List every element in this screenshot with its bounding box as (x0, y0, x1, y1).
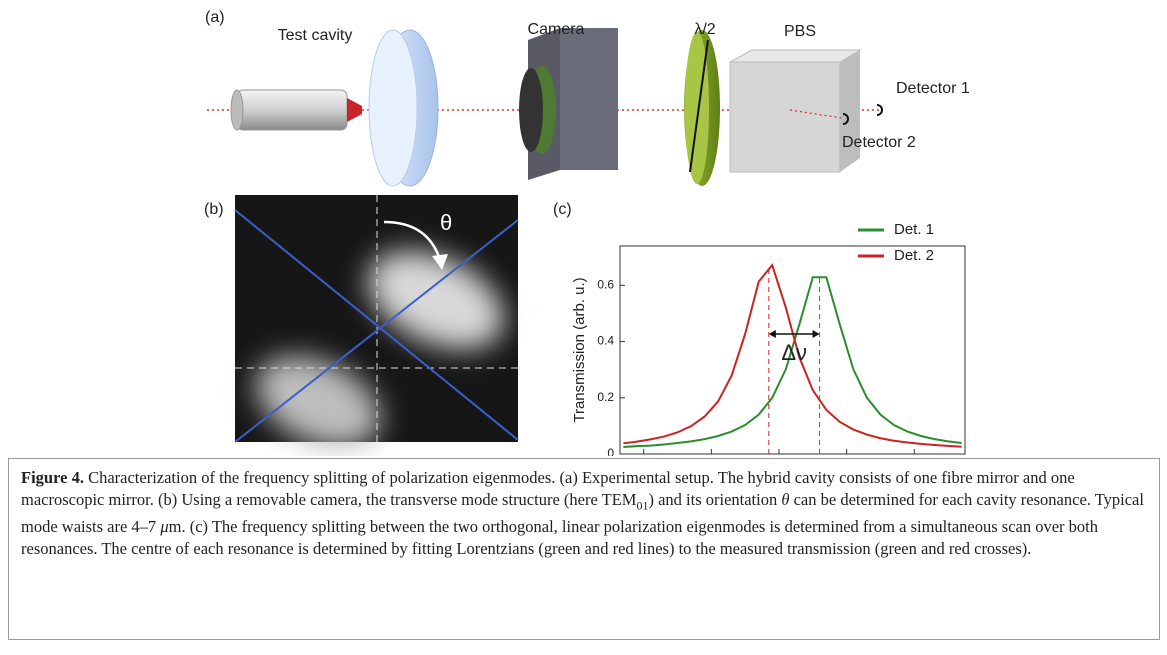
caption-symbol: μ (160, 517, 169, 537)
mode-image: (b) θ (204, 195, 519, 448)
camera-body (560, 28, 618, 170)
panel-label: (a) (205, 9, 225, 26)
y-tick-label: 0.2 (597, 390, 614, 404)
eigenaxis (234, 209, 519, 441)
legend-label: Det. 1 (894, 221, 934, 238)
figure: (a) Test cavity Camera λ/2 PBS Detector … (204, 9, 970, 456)
mirror-face (368, 29, 418, 187)
legend-label: Det. 2 (894, 247, 934, 264)
waveplate-axis (689, 39, 709, 173)
label: Test cavity (278, 27, 353, 44)
caption-text: m. (c) The frequency splitting between t… (21, 517, 1098, 559)
annotation: Δν (781, 340, 807, 365)
caption-label: Figure 4. (21, 468, 84, 487)
eigenaxis (234, 219, 519, 443)
caption-text: ) and its orientation (648, 490, 782, 509)
fibre (236, 89, 348, 131)
caption: Figure 4. Characterization of the freque… (8, 458, 1160, 640)
fit-line (623, 276, 962, 448)
plot-frame (619, 245, 966, 455)
detector-1 (876, 104, 883, 116)
pbs-side (840, 50, 860, 172)
angle-arrow (383, 220, 442, 261)
pbs-front (729, 61, 841, 173)
angle-label: θ (440, 210, 452, 235)
y-tick-label: 0 (607, 446, 614, 456)
lobe (255, 356, 381, 448)
caption-text: can be determined for each cavity resona… (21, 490, 1144, 537)
fit-line (623, 263, 962, 448)
y-tick-label: 0.6 (597, 278, 614, 292)
label: Detector 1 (896, 80, 970, 97)
lobe (368, 251, 504, 349)
label: Detector 2 (842, 134, 916, 151)
label: Camera (528, 21, 585, 38)
panel-label: (b) (204, 201, 224, 218)
caption-subscript: 01 (636, 498, 649, 513)
setup-diagram: (a) Test cavity Camera λ/2 PBS Detector … (205, 9, 970, 187)
label: PBS (784, 23, 816, 40)
detector-2 (842, 113, 849, 125)
camera-lens-face (519, 68, 543, 152)
label: λ/2 (694, 21, 715, 38)
panel-label: (c) (553, 201, 572, 218)
reflected-beam (789, 109, 843, 119)
fibre-tip (347, 98, 362, 122)
y-axis-label: Transmission (arb. u.) (571, 277, 588, 422)
pbs-top (729, 49, 862, 63)
caption-symbol: θ (781, 490, 790, 509)
fibre-end (230, 89, 244, 131)
caption-text: Characterization of the frequency splitt… (21, 468, 1075, 509)
y-tick-label: 0.4 (597, 334, 614, 348)
arrow-head (432, 254, 448, 270)
